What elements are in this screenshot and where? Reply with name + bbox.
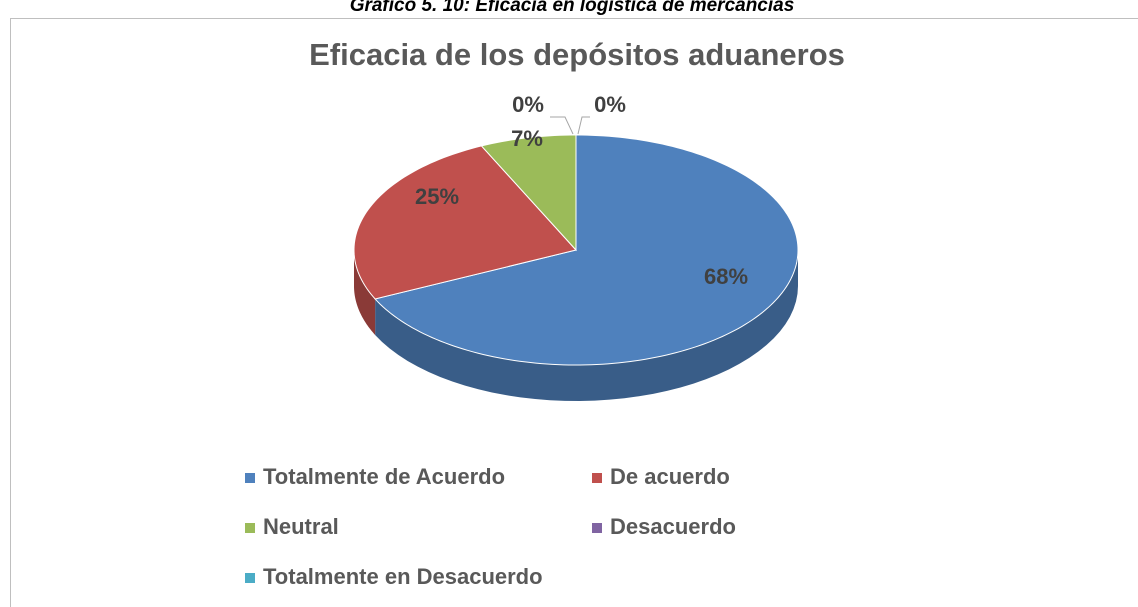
legend-label: Totalmente en Desacuerdo (263, 564, 543, 589)
legend-label: De acuerdo (610, 464, 730, 489)
slice (480, 134, 577, 252)
slice-side (354, 250, 376, 335)
caption: Gráfico 5. 10: Eficacia en logística de … (350, 0, 795, 16)
leader-line (577, 116, 590, 135)
chart-title: Eficacia de los depósitos aduaneros (309, 37, 845, 72)
legend-swatch (245, 573, 255, 583)
legend-swatch (592, 473, 602, 483)
data-label: 0% (512, 92, 544, 117)
data-label: 7% (511, 126, 543, 151)
legend-label: Desacuerdo (610, 514, 736, 539)
slice (353, 145, 577, 300)
chart-border (10, 18, 1138, 607)
data-label: 68% (704, 264, 748, 289)
data-label: 0% (594, 92, 626, 117)
legend-swatch (245, 523, 255, 533)
slice-side (375, 250, 798, 401)
legend-label: Totalmente de Acuerdo (263, 464, 505, 489)
legend-label: Neutral (263, 514, 339, 539)
slice (374, 134, 799, 366)
legend-swatch (245, 473, 255, 483)
leader-line (550, 116, 574, 135)
legend-swatch (592, 523, 602, 533)
data-label: 25% (415, 184, 459, 209)
